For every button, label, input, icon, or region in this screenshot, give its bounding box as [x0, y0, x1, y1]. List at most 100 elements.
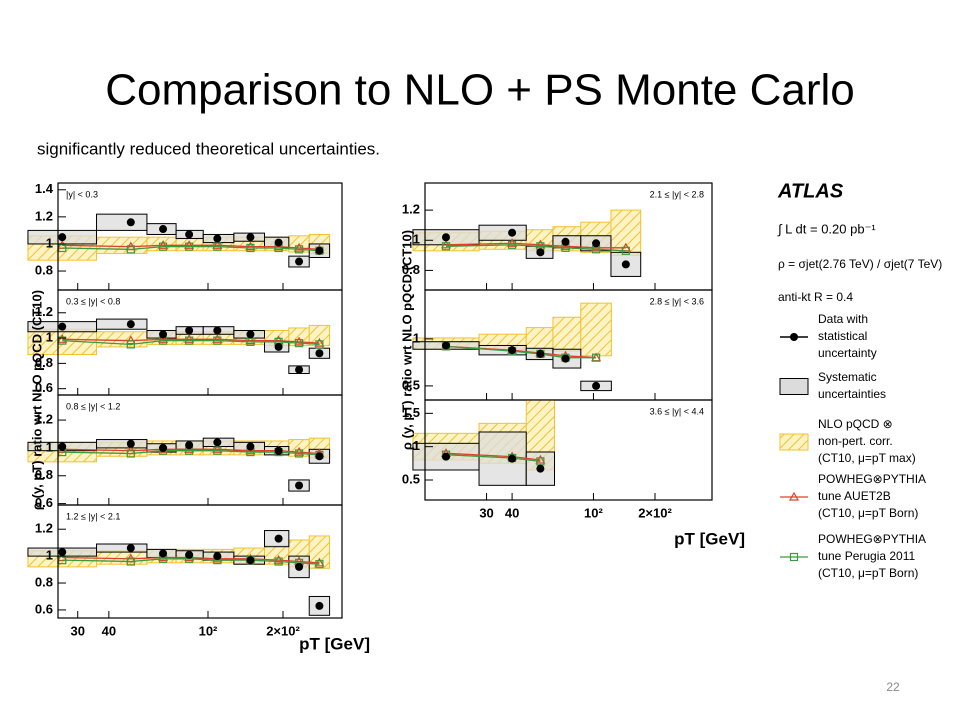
page-number: 22	[886, 680, 900, 694]
model-line	[62, 244, 320, 251]
x-tick-label: 10²	[584, 505, 603, 520]
figure: 0.8 1 1.2 1.4 |y| < 0.3 0.6 0.8 1 1.2 0.3 ≤ |y| <…	[27, 180, 942, 653]
data-point	[315, 452, 324, 461]
data-point	[185, 326, 194, 335]
model-marker	[245, 445, 256, 455]
model-line	[62, 450, 320, 456]
data-point	[592, 381, 601, 390]
model-marker	[126, 449, 135, 458]
legend-lumi: ∫ L dt = 0.20 pb⁻¹	[777, 221, 876, 236]
model-marker	[789, 552, 799, 562]
legend-ratio: ρ = σjet(2.76 TeV) / σjet(7 TeV)	[778, 257, 942, 271]
data-point	[536, 349, 545, 358]
data-point	[159, 330, 168, 339]
model-marker	[294, 242, 305, 252]
data-point	[441, 452, 450, 461]
legend-label: (CT10, μ=pT Born)	[818, 566, 918, 580]
model-marker	[314, 337, 325, 347]
model-marker	[126, 557, 135, 566]
y-tick-label: 0.8	[402, 262, 420, 277]
y-tick-label: 0.6	[35, 380, 53, 395]
model-marker	[158, 334, 169, 343]
data-point	[213, 552, 222, 561]
model-line	[62, 448, 320, 455]
legend-label: POWHEG⊗PYTHIA	[818, 532, 926, 546]
y-tick-label: 1.5	[402, 405, 420, 420]
data-point	[315, 349, 324, 358]
x-tick-label: 10²	[199, 623, 218, 638]
y-tick-label: 1	[413, 438, 420, 453]
model-marker	[294, 446, 305, 456]
y-tick-label: 0.8	[35, 574, 53, 589]
model-marker	[184, 240, 195, 249]
legend-label: statistical	[818, 329, 867, 343]
legend-symbol	[779, 433, 809, 451]
x-tick-label: 40	[505, 505, 519, 520]
x-tick-label: 30	[479, 505, 493, 520]
legend-label: NLO pQCD ⊗	[818, 417, 893, 431]
x-tick-label: 2×10²	[266, 623, 300, 638]
model-marker	[212, 444, 223, 453]
y-tick-label: 1.4	[35, 181, 54, 196]
panel-title: 2.1 ≤ |y| < 2.8	[650, 189, 704, 199]
data-point	[561, 237, 570, 246]
model-marker	[591, 353, 601, 362]
model-marker	[314, 557, 325, 567]
data-point	[246, 556, 255, 565]
y-tick-label: 1.2	[402, 202, 420, 217]
data-point	[441, 341, 450, 350]
model-marker	[184, 444, 195, 453]
legend-symbol	[779, 378, 809, 395]
panel-title: 0.3 ≤ |y| < 0.8	[66, 296, 120, 306]
y-tick-label: 1	[46, 548, 53, 563]
legend-experiment: ATLAS	[777, 180, 844, 202]
model-marker	[212, 240, 223, 249]
panel-title: 0.8 ≤ |y| < 1.2	[66, 401, 120, 411]
systematic-box	[96, 439, 148, 449]
model-marker	[246, 243, 255, 253]
data-point	[126, 320, 135, 329]
y-tick-label: 1	[413, 232, 420, 247]
data-point	[295, 365, 304, 374]
data-point	[58, 548, 67, 557]
model-marker	[274, 557, 283, 566]
model-marker	[315, 340, 324, 349]
data-point	[315, 601, 324, 610]
model-marker	[158, 242, 168, 251]
data-point	[295, 562, 304, 571]
data-point	[274, 446, 283, 455]
model-marker	[184, 334, 195, 343]
y-axis-label: ρ (y, pT) ratio wrt NLO pQCD (CT10)	[399, 230, 414, 450]
x-tick-label: 40	[102, 623, 116, 638]
data-point	[213, 234, 222, 243]
model-line	[445, 242, 626, 249]
data-point	[274, 238, 283, 247]
data-point	[508, 454, 517, 463]
legend-label: Systematic	[818, 370, 877, 384]
legend-label: Data with	[818, 312, 868, 326]
model-line	[62, 246, 320, 252]
systematic-box	[412, 442, 480, 471]
data-point	[185, 441, 194, 450]
data-point	[508, 346, 517, 355]
nlo-band	[96, 331, 148, 348]
y-tick-label: 1	[413, 330, 420, 345]
data-point	[508, 228, 517, 237]
y-tick-label: 0.8	[35, 355, 53, 370]
x-axis-label: pT [GeV]	[674, 529, 745, 548]
panel-frame	[424, 399, 713, 501]
legend-label: tune AUET2B	[818, 489, 891, 503]
slide-subtitle: significantly reduced theoretical uncert…	[37, 139, 380, 158]
data-point	[126, 439, 135, 448]
legend-symbol	[790, 333, 798, 341]
model-marker	[294, 449, 304, 458]
y-tick-label: 1	[46, 439, 53, 454]
model-marker	[58, 336, 67, 345]
systematic-box	[478, 224, 527, 241]
y-tick-label: 1.2	[35, 208, 53, 223]
model-marker	[213, 446, 222, 455]
model-marker	[535, 454, 546, 464]
y-tick-label: 0.8	[35, 467, 53, 482]
data-point	[315, 246, 324, 255]
data-point	[295, 257, 304, 266]
